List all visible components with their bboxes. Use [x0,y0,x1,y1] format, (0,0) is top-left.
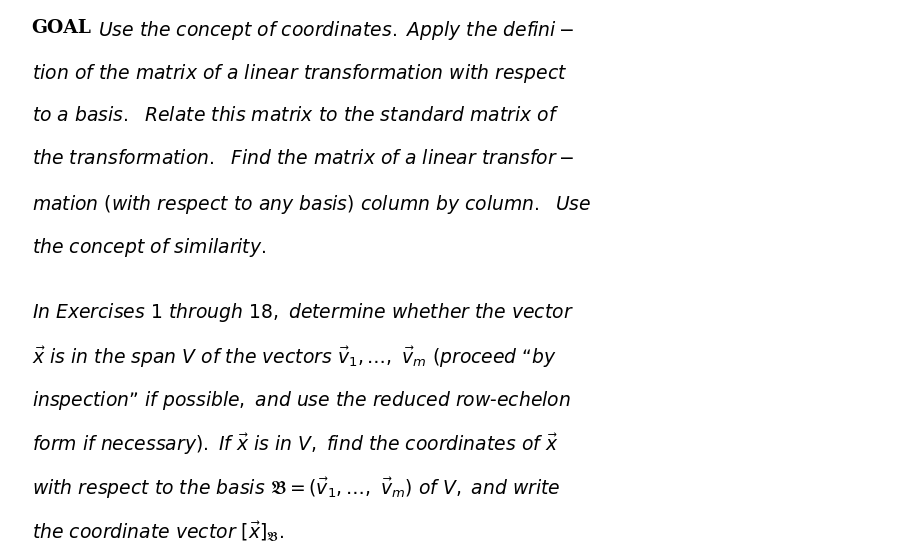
Text: $\it{form\ if\ necessary).\ If}\ \vec{\it{x}}\ \it{is\ in}\ V\it{,\ find\ the\ c: $\it{form\ if\ necessary).\ If}\ \vec{\i… [32,432,558,457]
Text: $\it{inspection\textquotedblright\ if\ possible,\ and\ use\ the\ reduced\ row\te: $\it{inspection\textquotedblright\ if\ p… [32,389,571,412]
Text: $\it{Use\ the\ concept\ of\ coordinates.\ Apply\ the\ defini-}$: $\it{Use\ the\ concept\ of\ coordinates.… [98,19,574,41]
Text: $\it{tion\ of\ the\ matrix\ of\ a\ linear\ transformation\ with\ respect}$: $\it{tion\ of\ the\ matrix\ of\ a\ linea… [32,62,567,85]
Text: $\it{the\ coordinate\ vector}\ \left[\vec{\it{x}}\right]_{\mathfrak{B}}\it{.}$: $\it{the\ coordinate\ vector}\ \left[\ve… [32,519,284,544]
Text: $\it{the\ concept\ of\ similarity.}$: $\it{the\ concept\ of\ similarity.}$ [32,236,266,259]
Text: $\it{mation\ (with\ respect\ to\ any\ basis)\ column\ by\ column.\ \ Use}$: $\it{mation\ (with\ respect\ to\ any\ ba… [32,193,591,216]
Text: $\vec{\it{x}}\ \it{is\ in\ the\ span}\ V\ \it{of\ the\ vectors}\ \vec{\it{v}}_1,: $\vec{\it{x}}\ \it{is\ in\ the\ span}\ V… [32,345,556,370]
Text: $\it{to\ a\ basis.\ \ Relate\ this\ matrix\ to\ the\ standard\ matrix\ of}$: $\it{to\ a\ basis.\ \ Relate\ this\ matr… [32,105,559,124]
Text: GOAL: GOAL [32,19,92,37]
Text: $\it{with\ respect\ to\ the\ basis}\ \mathfrak{B} = (\vec{\it{v}}_1,\ldots,\ \ve: $\it{with\ respect\ to\ the\ basis}\ \ma… [32,476,560,501]
Text: $\it{In\ Exercises\ 1\ through\ 18,\ determine\ whether\ the\ vector}$: $\it{In\ Exercises\ 1\ through\ 18,\ det… [32,301,573,324]
Text: $\it{the\ transformation.\ \ Find\ the\ matrix\ of\ a\ linear\ transfor-}$: $\it{the\ transformation.\ \ Find\ the\ … [32,149,574,168]
